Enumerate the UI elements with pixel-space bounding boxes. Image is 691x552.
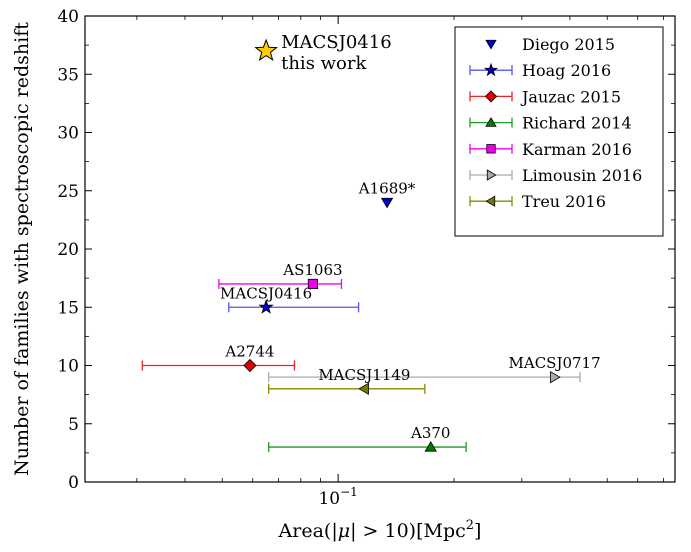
axes-layer: 0 5 10 15 20 25 30 35 40 10−1 Area(|μ| > 10)[Mpc2]… xyxy=(11,7,676,542)
point-label-4-0: AS1063 xyxy=(282,261,342,279)
data-point-3-0 xyxy=(424,441,437,452)
legend-label-1: Hoag 2016 xyxy=(522,61,611,80)
legend-box xyxy=(454,26,664,237)
legend-marker-4 xyxy=(486,144,496,154)
y-tick-label-8: 40 xyxy=(57,7,79,27)
data-point-2-0 xyxy=(243,358,257,373)
legend-label-2: Jauzac 2015 xyxy=(520,87,621,106)
data-point-0-0 xyxy=(380,197,394,209)
legend-label-0: Diego 2015 xyxy=(522,35,615,54)
errorbar-3-0 xyxy=(268,442,467,453)
legend-marker-2 xyxy=(484,90,498,103)
errorbar-4-0 xyxy=(218,278,343,289)
errorbar-6-0 xyxy=(268,383,426,394)
point-label-3-0: A370 xyxy=(410,424,450,442)
data-point-6-0 xyxy=(358,382,369,395)
y-tick-label-0: 0 xyxy=(68,473,79,493)
highlight-label-line2: this work xyxy=(281,53,367,74)
highlight-label-line1: MACSJ0416 xyxy=(281,32,392,53)
legend-marker-0 xyxy=(485,39,497,50)
data-point-1-0 xyxy=(258,299,274,314)
marks-layer: A1689* MACSJ0416 A2744 A370 AS1063 MACSJ0717 M… xyxy=(141,32,601,453)
highlight-star xyxy=(254,38,278,62)
y-tick-label-4: 20 xyxy=(57,240,79,260)
x-tick-label-0: 10−1 xyxy=(318,485,357,509)
data-point-5-0 xyxy=(550,370,561,384)
legend-marker-6 xyxy=(485,195,496,207)
y-tick-label-3: 15 xyxy=(57,298,79,318)
y-tick-label-2: 10 xyxy=(57,357,79,377)
y-tick-label-1: 5 xyxy=(68,415,79,435)
point-label-6-0: MACSJ1149 xyxy=(318,366,410,384)
legend-label-4: Karman 2016 xyxy=(522,140,632,159)
legend-marker-5 xyxy=(486,169,497,181)
y-tick-label-5: 25 xyxy=(57,182,79,202)
point-label-5-0: MACSJ0717 xyxy=(509,354,601,372)
y-axis-label: Number of families with spectroscopic re… xyxy=(11,22,33,476)
errorbar-1-0 xyxy=(228,302,360,313)
legend: Diego 2015 Hoag 2016 Jauzac 2015 Richard 20… xyxy=(454,26,664,237)
point-label-1-0: MACSJ0416 xyxy=(220,284,312,302)
y-tick-label-6: 30 xyxy=(57,124,79,144)
legend-label-3: Richard 2014 xyxy=(522,114,632,133)
legend-label-5: Limousin 2016 xyxy=(522,166,642,185)
errorbar-5-0 xyxy=(268,372,581,383)
point-label-0-0: A1689* xyxy=(358,179,416,197)
legend-marker-1 xyxy=(483,62,499,77)
legend-label-6: Treu 2016 xyxy=(522,192,606,211)
legend-marker-3 xyxy=(485,117,497,127)
data-point-4-0 xyxy=(307,278,318,290)
errorbar-2-0 xyxy=(141,360,296,371)
x-axis-label: Area(|μ| > 10)[Mpc2] xyxy=(278,518,482,542)
point-label-2-0: A2744 xyxy=(224,343,274,361)
y-tick-label-7: 35 xyxy=(57,65,79,85)
